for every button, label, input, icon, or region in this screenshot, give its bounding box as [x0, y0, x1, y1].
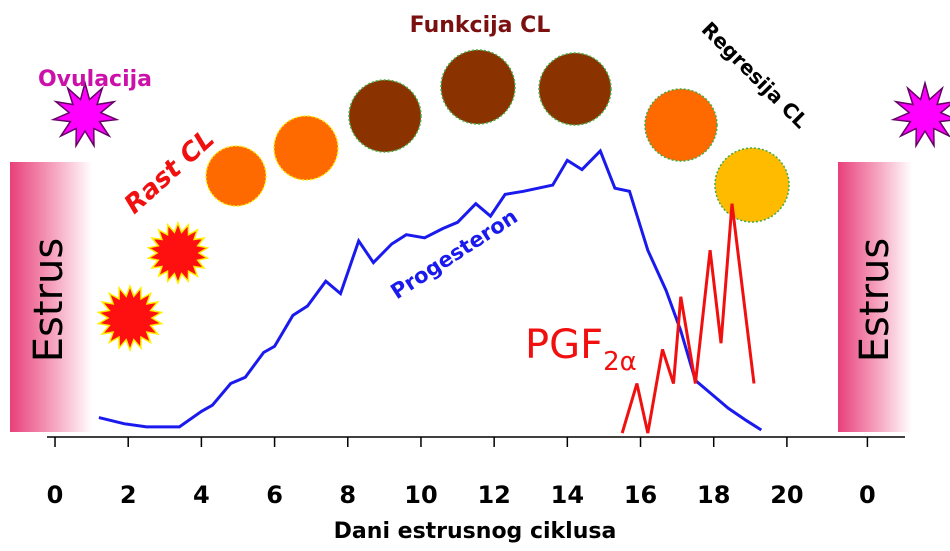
x-tick-label: 4 — [193, 481, 210, 509]
corpus-luteum — [715, 148, 789, 222]
x-tick-label: 0 — [859, 481, 876, 509]
growth-label: Rast CL — [119, 124, 221, 220]
pgf-main: PGF — [525, 322, 603, 368]
starburst — [893, 83, 950, 146]
series-label: Progesteron — [386, 204, 521, 304]
x-tick-label: 18 — [697, 481, 730, 509]
chart: Estrus Estrus Ovulacija Rast CL Funkcija… — [0, 0, 950, 551]
x-tick-label: 2 — [120, 481, 137, 509]
corpus-luteum — [539, 53, 611, 125]
estrus-label: Estrus — [26, 238, 72, 362]
x-tick-label: 14 — [551, 481, 584, 509]
series-line — [99, 151, 761, 430]
starburst — [53, 83, 116, 146]
series-line — [622, 204, 754, 433]
corpus-luteum — [349, 80, 421, 152]
starburst — [99, 286, 162, 350]
x-tick-label: 0 — [47, 481, 64, 509]
x-tick-label: 10 — [404, 481, 437, 509]
x-tick-label: 20 — [770, 481, 803, 509]
x-tick-label: 12 — [477, 481, 510, 509]
x-axis-title: Dani estrusnog ciklusa — [334, 519, 617, 544]
corpus-luteum — [206, 146, 266, 206]
corpus-luteum — [274, 116, 338, 180]
starburst — [149, 223, 208, 283]
x-tick-label: 16 — [624, 481, 657, 509]
corpus-luteum — [441, 50, 515, 124]
estrus-label: Estrus — [852, 238, 898, 362]
ovulation-label: Ovulacija — [38, 67, 152, 92]
x-tick-label: 6 — [266, 481, 283, 509]
pgf-sub: 2α — [603, 347, 637, 377]
function-label: Funkcija CL — [410, 13, 551, 38]
x-tick-label: 8 — [339, 481, 356, 509]
pgf-label: PGF2α — [525, 322, 637, 377]
corpus-luteum — [645, 89, 717, 161]
